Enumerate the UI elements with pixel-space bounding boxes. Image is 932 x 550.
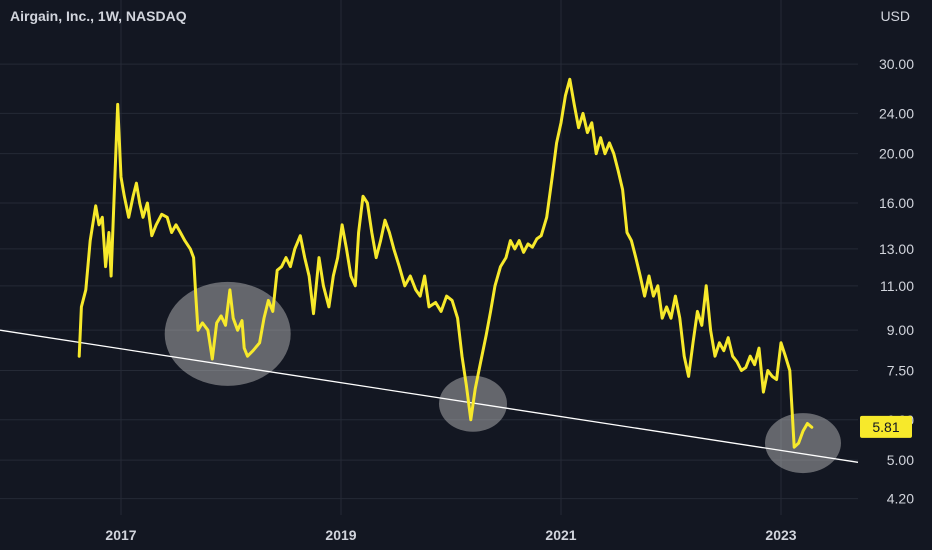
- y-tick-label: 9.00: [887, 322, 914, 338]
- y-tick-label: 7.50: [887, 362, 914, 378]
- y-tick-label: 5.00: [887, 452, 914, 468]
- x-tick-label: 2017: [105, 527, 136, 543]
- y-tick-label: 16.00: [879, 195, 914, 211]
- chart-title: Airgain, Inc., 1W, NASDAQ: [10, 8, 187, 24]
- trend-line: [0, 329, 859, 463]
- y-tick-label: 24.00: [879, 105, 914, 121]
- y-tick-label: 11.00: [880, 278, 914, 294]
- last-price-badge: [860, 415, 912, 438]
- currency-label: USD: [880, 8, 910, 24]
- highlight-ellipse: [765, 413, 841, 474]
- y-tick-label: 4.20: [887, 491, 914, 507]
- y-tick-label: 20.00: [879, 146, 914, 162]
- y-tick-label: 30.00: [879, 56, 914, 72]
- price-line: [77, 77, 814, 449]
- x-tick-label: 2023: [765, 527, 796, 543]
- y-tick-label: 13.00: [879, 241, 914, 257]
- last-price-label: 5.81: [872, 419, 899, 435]
- x-tick-label: 2019: [325, 527, 356, 543]
- x-tick-label: 2021: [545, 527, 576, 543]
